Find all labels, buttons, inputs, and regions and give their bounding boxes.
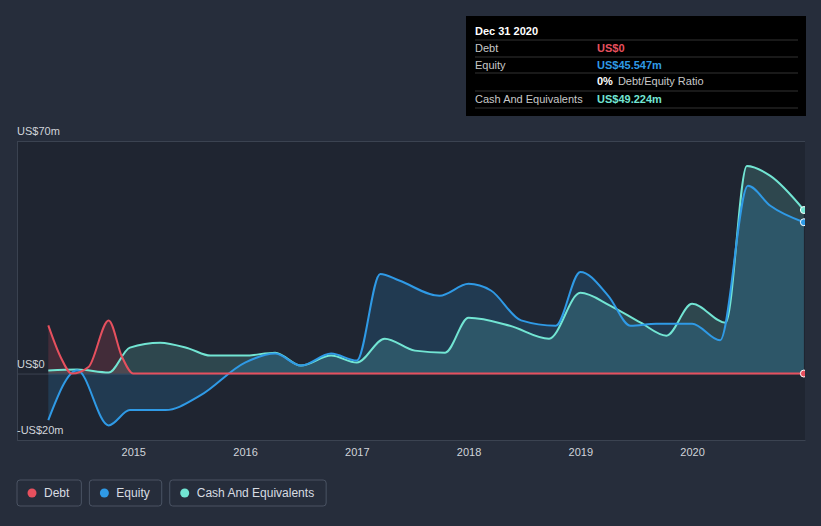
y-tick: -US$20m bbox=[17, 424, 805, 440]
summary-separator bbox=[475, 73, 798, 74]
summary-value: US$45.547m bbox=[597, 59, 662, 71]
series-line bbox=[48, 186, 804, 426]
end-marker bbox=[800, 219, 805, 226]
y-tick-label: -US$20m bbox=[17, 424, 63, 436]
x-tick-label: 2016 bbox=[233, 446, 257, 458]
plot-area bbox=[17, 141, 805, 440]
summary-value: US$49.224m bbox=[597, 93, 662, 105]
x-tick-label: 2020 bbox=[680, 446, 704, 458]
summary-separator bbox=[475, 91, 798, 92]
y-tick: US$70m bbox=[17, 125, 805, 141]
x-tick: 2016 bbox=[233, 440, 257, 458]
x-tick: 2018 bbox=[457, 440, 481, 458]
summary-value: US$0 bbox=[597, 42, 625, 54]
x-tick: 2019 bbox=[569, 440, 593, 458]
marks bbox=[48, 166, 805, 425]
summary-text: Debt/Equity Ratio bbox=[618, 75, 704, 87]
summary-label: Equity bbox=[475, 59, 506, 71]
chart: -US$20m US$0 US$70m 2015 2016 2017 2018 2019 202… bbox=[0, 0, 821, 526]
summary-title: Dec 31 2020 bbox=[475, 25, 538, 37]
legend: Debt Equity Cash And Equivalents bbox=[17, 480, 326, 506]
end-marker bbox=[800, 207, 805, 214]
summary-separator bbox=[475, 108, 798, 109]
series-line bbox=[48, 320, 804, 373]
x-tick-label: 2018 bbox=[457, 446, 481, 458]
y-tick-label: US$70m bbox=[17, 125, 60, 137]
x-tick: 2015 bbox=[122, 440, 146, 458]
y-axis-line bbox=[18, 142, 806, 441]
summary-value: 0% bbox=[597, 75, 613, 87]
x-tick-label: 2015 bbox=[122, 446, 146, 458]
legend-label: Debt bbox=[44, 486, 70, 500]
legend-item[interactable]: Debt bbox=[17, 480, 81, 506]
summary-separator bbox=[475, 40, 798, 41]
legend-swatch bbox=[28, 489, 37, 498]
x-tick: 2017 bbox=[345, 440, 369, 458]
x-axis: 2015 2016 2017 2018 2019 2020 bbox=[18, 440, 806, 458]
legend-swatch bbox=[100, 489, 109, 498]
legend-item[interactable]: Equity bbox=[89, 480, 161, 506]
series-line bbox=[48, 166, 804, 373]
summary-box: Dec 31 2020 Debt US$0 Equity US$45.547m 0% Deb… bbox=[466, 16, 806, 116]
y-axis: -US$20m US$0 US$70m bbox=[17, 125, 805, 440]
chart-container: -US$20m US$0 US$70m 2015 2016 2017 2018 2019 202… bbox=[0, 0, 821, 526]
y-grid-line bbox=[17, 141, 805, 142]
background bbox=[0, 0, 821, 526]
y-grid-line bbox=[17, 440, 805, 441]
summary-label: Debt bbox=[475, 42, 498, 54]
summary-separator bbox=[475, 57, 798, 58]
x-tick-label: 2019 bbox=[569, 446, 593, 458]
x-tick-label: 2017 bbox=[345, 446, 369, 458]
legend-button[interactable] bbox=[170, 480, 326, 506]
legend-label: Cash And Equivalents bbox=[197, 486, 314, 500]
legend-button[interactable] bbox=[89, 480, 161, 506]
series-area bbox=[48, 320, 804, 373]
end-marker bbox=[800, 370, 805, 377]
legend-button[interactable] bbox=[17, 480, 81, 506]
summary-background bbox=[466, 16, 806, 116]
summary-label: Cash And Equivalents bbox=[475, 93, 583, 105]
series-area bbox=[48, 186, 804, 426]
x-axis-line bbox=[18, 440, 806, 441]
legend-item[interactable]: Cash And Equivalents bbox=[170, 480, 326, 506]
x-tick: 2020 bbox=[680, 440, 704, 458]
legend-swatch bbox=[180, 489, 189, 498]
y-tick-label: US$0 bbox=[17, 358, 45, 370]
legend-label: Equity bbox=[116, 486, 149, 500]
